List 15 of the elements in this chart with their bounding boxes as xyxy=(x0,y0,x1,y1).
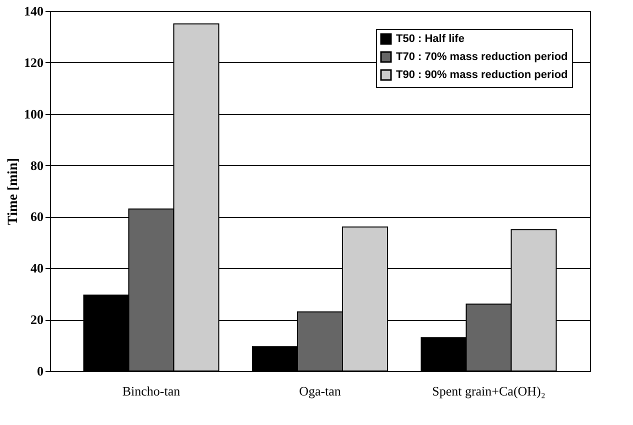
x-tick-label: Spent grain+Ca(OH)₂ xyxy=(432,384,546,398)
legend-label: T50 : Half life xyxy=(396,33,464,45)
y-tick-label: 40 xyxy=(30,260,44,276)
x-tick-label: Bincho-tan xyxy=(122,384,181,398)
y-axis-title: Time [min] xyxy=(6,158,21,226)
y-tick-label: 140 xyxy=(24,4,44,18)
y-tick-label: 0 xyxy=(37,364,44,378)
y-tick-label: 100 xyxy=(24,106,44,122)
legend-label: T70 : 70% mass reduction period xyxy=(396,51,568,63)
y-tick-label: 120 xyxy=(24,54,44,70)
y-tick-label: 20 xyxy=(30,312,44,328)
legend-label: T90 : 90% mass reduction period xyxy=(396,69,568,81)
y-tick-label: 60 xyxy=(30,209,44,224)
y-tick-label: 80 xyxy=(30,158,44,173)
x-tick-label: Oga-tan xyxy=(299,384,342,398)
